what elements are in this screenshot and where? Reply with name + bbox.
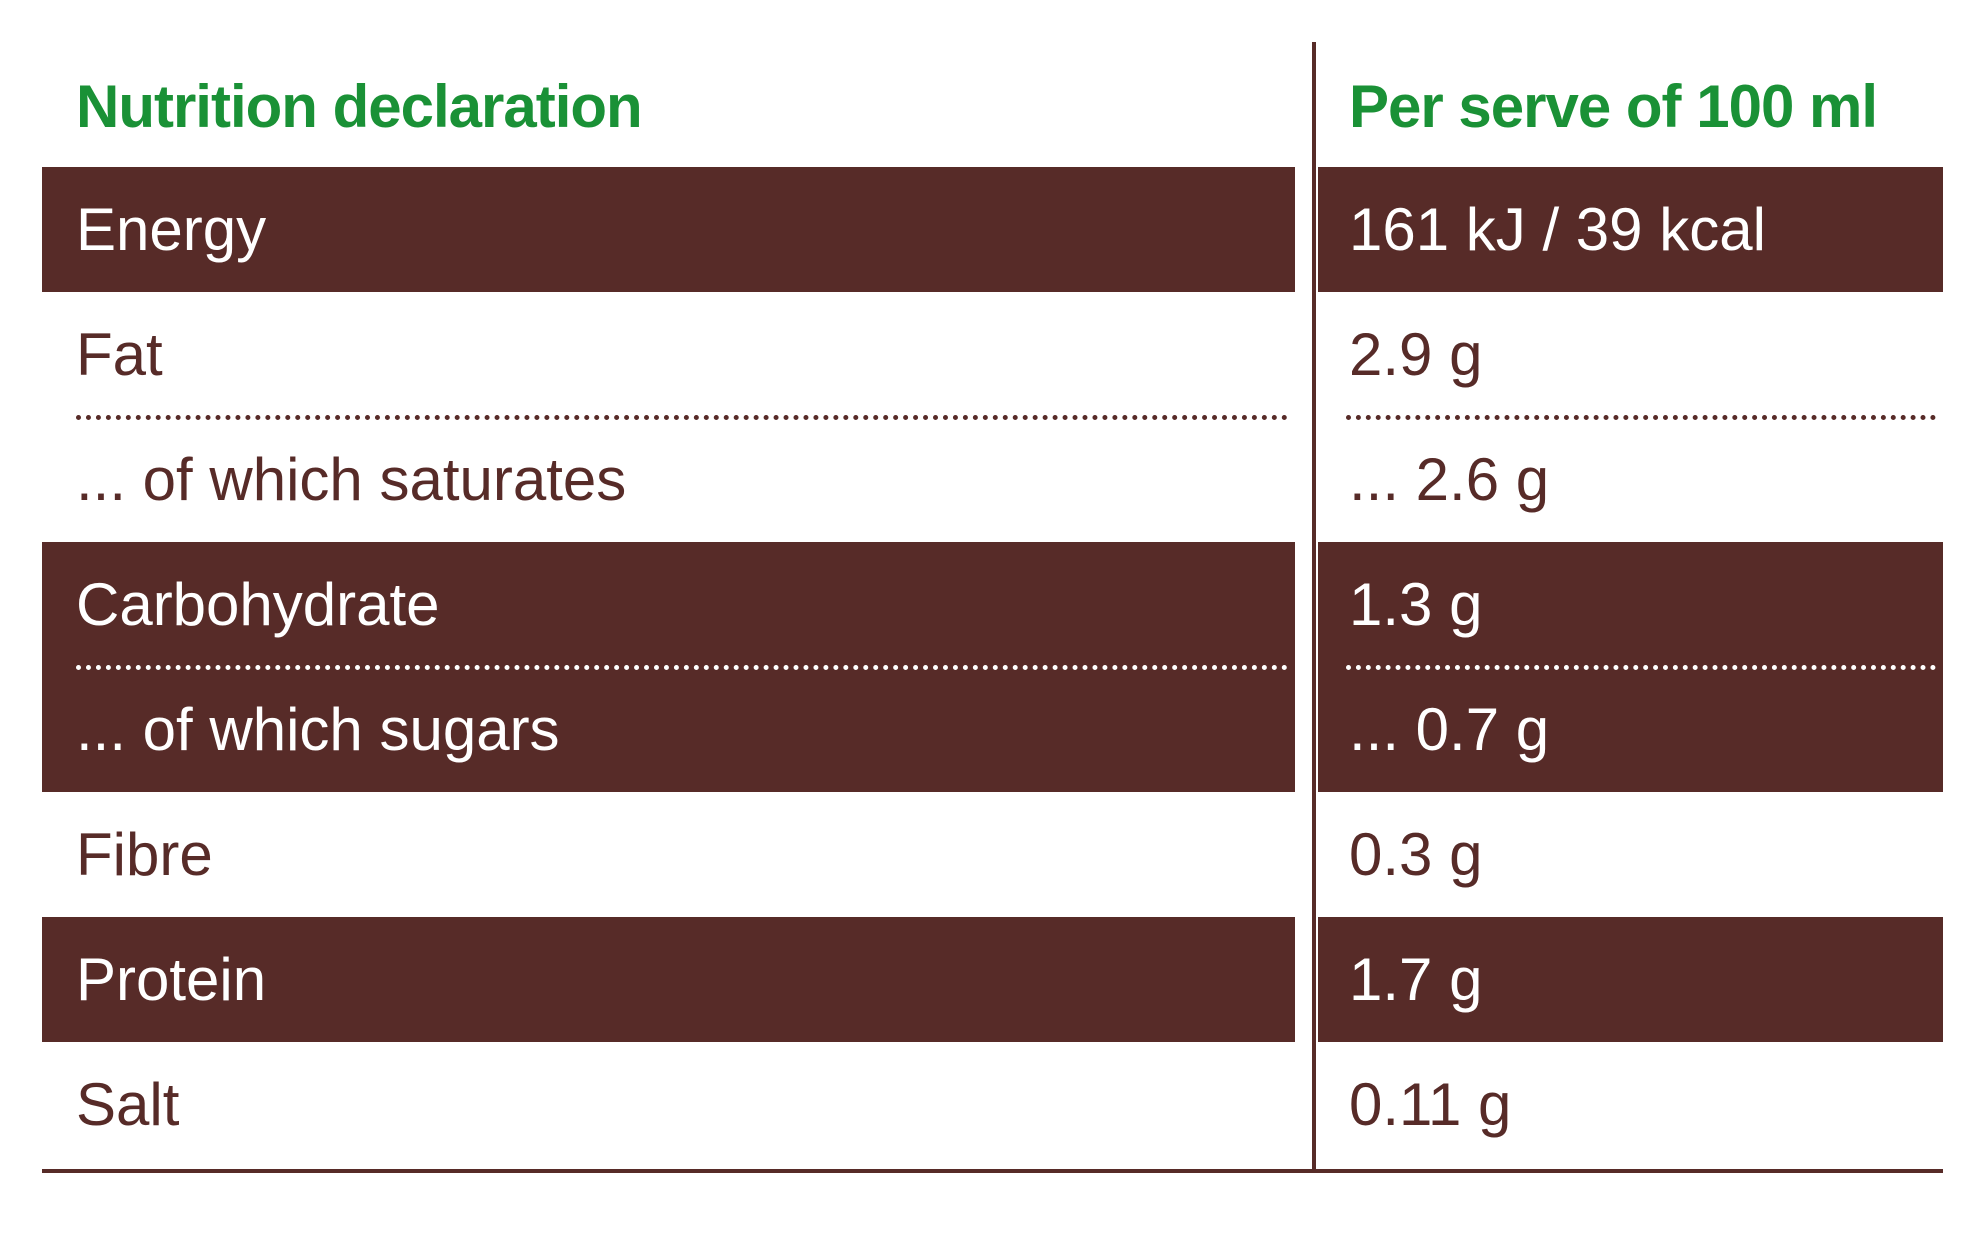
dotted-divider: [1346, 415, 1936, 420]
dotted-divider: [76, 415, 1288, 420]
nutrient: Energy: [42, 167, 1295, 292]
amount: 2.9 g: [1349, 321, 1483, 388]
nutrient: Salt: [76, 1071, 180, 1138]
column-divider: [1312, 42, 1316, 1173]
nutrient: ... of which saturates: [76, 446, 627, 513]
nutrient: Protein: [42, 917, 1295, 1042]
amount: 0.3 g: [1349, 821, 1483, 888]
amount: 1.7 g: [1318, 917, 1943, 1042]
amount: 1.3 g: [1318, 542, 1943, 667]
nutrient: Fat: [76, 321, 163, 388]
nutrient: Fibre: [76, 821, 213, 888]
amount: ... 0.7 g: [1318, 667, 1943, 792]
amount: ... 2.6 g: [1349, 446, 1550, 513]
nutrient: Carbohydrate: [42, 542, 1295, 667]
bottom-rule: [42, 1169, 1943, 1173]
nutrient: ... of which sugars: [42, 667, 1295, 792]
amount: 161 kJ / 39 kcal: [1318, 167, 1943, 292]
amount: 0.11 g: [1349, 1071, 1512, 1138]
header-label: Nutrition declaration: [76, 73, 643, 140]
dotted-divider: [76, 665, 1288, 670]
header-label: Per serve of 100 ml: [1349, 73, 1878, 140]
dotted-divider: [1346, 665, 1936, 670]
